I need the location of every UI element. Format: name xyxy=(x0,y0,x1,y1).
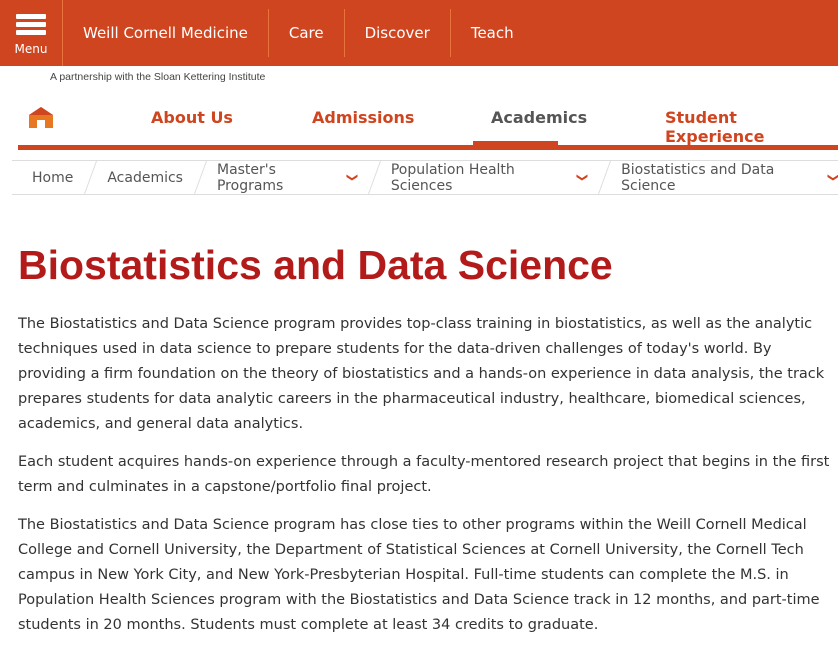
paragraph: Each student acquires hands-on experienc… xyxy=(18,454,830,495)
breadcrumb-home[interactable]: Home xyxy=(12,160,87,195)
top-bar: Menu Weill Cornell Medicine Care Discove… xyxy=(0,0,838,66)
main-nav: About Us Admissions Academics Student Ex… xyxy=(18,96,838,146)
top-link-teach[interactable]: Teach xyxy=(470,24,514,42)
paragraph: The Biostatistics and Data Science progr… xyxy=(18,316,825,432)
nav-admissions[interactable]: Admissions xyxy=(312,108,415,127)
hamburger-icon xyxy=(16,11,46,38)
breadcrumb-label: Biostatistics and Data Science xyxy=(621,161,775,194)
nav-about-us[interactable]: About Us xyxy=(151,108,233,127)
breadcrumb-academics[interactable]: Academics xyxy=(87,160,197,195)
breadcrumb-label: Master's Programs xyxy=(216,161,284,194)
breadcrumb-population-health[interactable]: Population Health Sciences ❯ xyxy=(371,160,601,195)
breadcrumb-label: Academics xyxy=(107,169,183,186)
nav-divider xyxy=(18,145,838,150)
page-title: Biostatistics and Data Science xyxy=(18,242,613,288)
top-link-discover[interactable]: Discover xyxy=(345,9,451,57)
nav-student-experience[interactable]: Student Experience xyxy=(665,108,765,146)
top-link-wcm[interactable]: Weill Cornell Medicine xyxy=(63,9,269,57)
page-content: The Biostatistics and Data Science progr… xyxy=(18,312,833,651)
breadcrumb-masters-programs[interactable]: Master's Programs ❯ xyxy=(197,160,371,195)
logo-name: Medical Sciences xyxy=(50,58,220,66)
menu-button[interactable]: Menu xyxy=(0,0,63,66)
breadcrumb: Home Academics Master's Programs ❯ Popula… xyxy=(12,160,838,195)
menu-label: Menu xyxy=(14,41,48,56)
home-icon[interactable] xyxy=(28,106,54,128)
nav-academics[interactable]: Academics xyxy=(491,108,588,127)
chevron-down-icon[interactable]: ❯ xyxy=(827,173,838,182)
breadcrumb-label: Population Health Sciences xyxy=(390,161,515,194)
logo[interactable]: Medical Sciences xyxy=(50,58,220,66)
breadcrumb-biostatistics[interactable]: Biostatistics and Data Science ❯ xyxy=(601,160,838,195)
active-nav-indicator xyxy=(473,141,558,147)
paragraph: The Biostatistics and Data Science progr… xyxy=(18,517,820,633)
top-link-care[interactable]: Care xyxy=(269,9,345,57)
chevron-down-icon[interactable]: ❯ xyxy=(576,172,590,183)
chevron-down-icon[interactable]: ❯ xyxy=(345,172,359,183)
partner-tagline: A partnership with the Sloan Kettering I… xyxy=(50,71,266,83)
breadcrumb-label: Home xyxy=(32,169,74,186)
